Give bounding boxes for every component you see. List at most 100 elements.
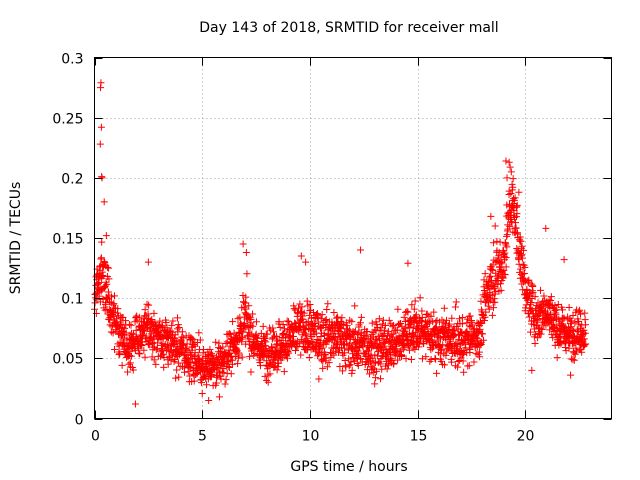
- data-point: [150, 356, 158, 364]
- data-point: [497, 260, 505, 268]
- data-point: [411, 345, 419, 353]
- data-point: [528, 366, 536, 374]
- data-point: [567, 355, 575, 363]
- data-point: [200, 346, 208, 354]
- data-point: [520, 270, 528, 278]
- data-point: [357, 355, 365, 363]
- data-point: [506, 163, 514, 171]
- data-point: [121, 324, 129, 332]
- data-point: [141, 353, 149, 361]
- data-point: [433, 369, 441, 377]
- data-point: [518, 242, 526, 250]
- data-point: [525, 276, 533, 284]
- data-point: [152, 360, 160, 368]
- data-point: [513, 203, 521, 211]
- data-point: [384, 327, 392, 335]
- data-point: [450, 326, 458, 334]
- data-point: [337, 324, 345, 332]
- data-point: [501, 271, 509, 279]
- data-point: [245, 353, 253, 361]
- data-point: [322, 354, 330, 362]
- y-tick-label: 0.25: [52, 112, 83, 128]
- data-point: [98, 238, 106, 246]
- data-point: [178, 328, 186, 336]
- data-point: [567, 371, 575, 379]
- data-point: [375, 315, 383, 323]
- data-point: [569, 326, 577, 334]
- data-point: [181, 368, 189, 376]
- data-point: [234, 315, 242, 323]
- data-point: [207, 350, 215, 358]
- data-point: [455, 315, 463, 323]
- data-point: [131, 400, 139, 408]
- data-point: [407, 355, 415, 363]
- data-point: [357, 246, 365, 254]
- data-point: [95, 279, 103, 287]
- data-point: [107, 328, 115, 336]
- data-point: [128, 352, 136, 360]
- data-point: [518, 254, 526, 262]
- data-point: [451, 303, 459, 311]
- data-point: [178, 333, 186, 341]
- data-point: [507, 190, 515, 198]
- data-point: [551, 302, 559, 310]
- data-point: [215, 339, 223, 347]
- data-point: [390, 360, 398, 368]
- data-point: [361, 339, 369, 347]
- data-point: [217, 347, 225, 355]
- data-point: [410, 305, 418, 313]
- data-point: [301, 326, 309, 334]
- data-point: [475, 348, 483, 356]
- data-point: [351, 302, 359, 310]
- data-point: [508, 186, 516, 194]
- data-point: [412, 311, 420, 319]
- data-point: [273, 332, 281, 340]
- data-point: [159, 323, 167, 331]
- data-point: [101, 282, 109, 290]
- data-point: [124, 351, 132, 359]
- data-point: [273, 366, 281, 374]
- data-point: [580, 335, 588, 343]
- data-point: [479, 336, 487, 344]
- data-point: [297, 252, 305, 260]
- data-point: [491, 288, 499, 296]
- data-point: [406, 323, 414, 331]
- data-point: [198, 390, 206, 398]
- data-point: [150, 335, 158, 343]
- data-point: [118, 361, 126, 369]
- data-point: [580, 326, 588, 334]
- data-point: [394, 356, 402, 364]
- data-point: [506, 208, 514, 216]
- data-point: [383, 365, 391, 373]
- data-point: [385, 316, 393, 324]
- data-point: [547, 293, 555, 301]
- data-point: [437, 345, 445, 353]
- data-point: [138, 335, 146, 343]
- data-point: [348, 318, 356, 326]
- data-point: [402, 318, 410, 326]
- data-point: [321, 316, 329, 324]
- data-point: [169, 317, 177, 325]
- data-point: [217, 375, 225, 383]
- data-point: [482, 308, 490, 316]
- data-point: [451, 330, 459, 338]
- y-axis-label: SRMTID / TECUs: [8, 182, 24, 295]
- data-point: [379, 316, 387, 324]
- data-point: [190, 377, 198, 385]
- data-point: [368, 319, 376, 327]
- data-point: [331, 333, 339, 341]
- data-point: [515, 188, 523, 196]
- data-point: [345, 362, 353, 370]
- data-point: [456, 328, 464, 336]
- data-point: [372, 327, 380, 335]
- data-point: [234, 354, 242, 362]
- data-point: [481, 313, 489, 321]
- data-point: [285, 349, 293, 357]
- data-point: [404, 259, 412, 267]
- data-point: [476, 325, 484, 333]
- data-point: [222, 376, 230, 384]
- data-point: [114, 305, 122, 313]
- data-point: [103, 263, 111, 271]
- data-point: [315, 336, 323, 344]
- data-point: [411, 297, 419, 305]
